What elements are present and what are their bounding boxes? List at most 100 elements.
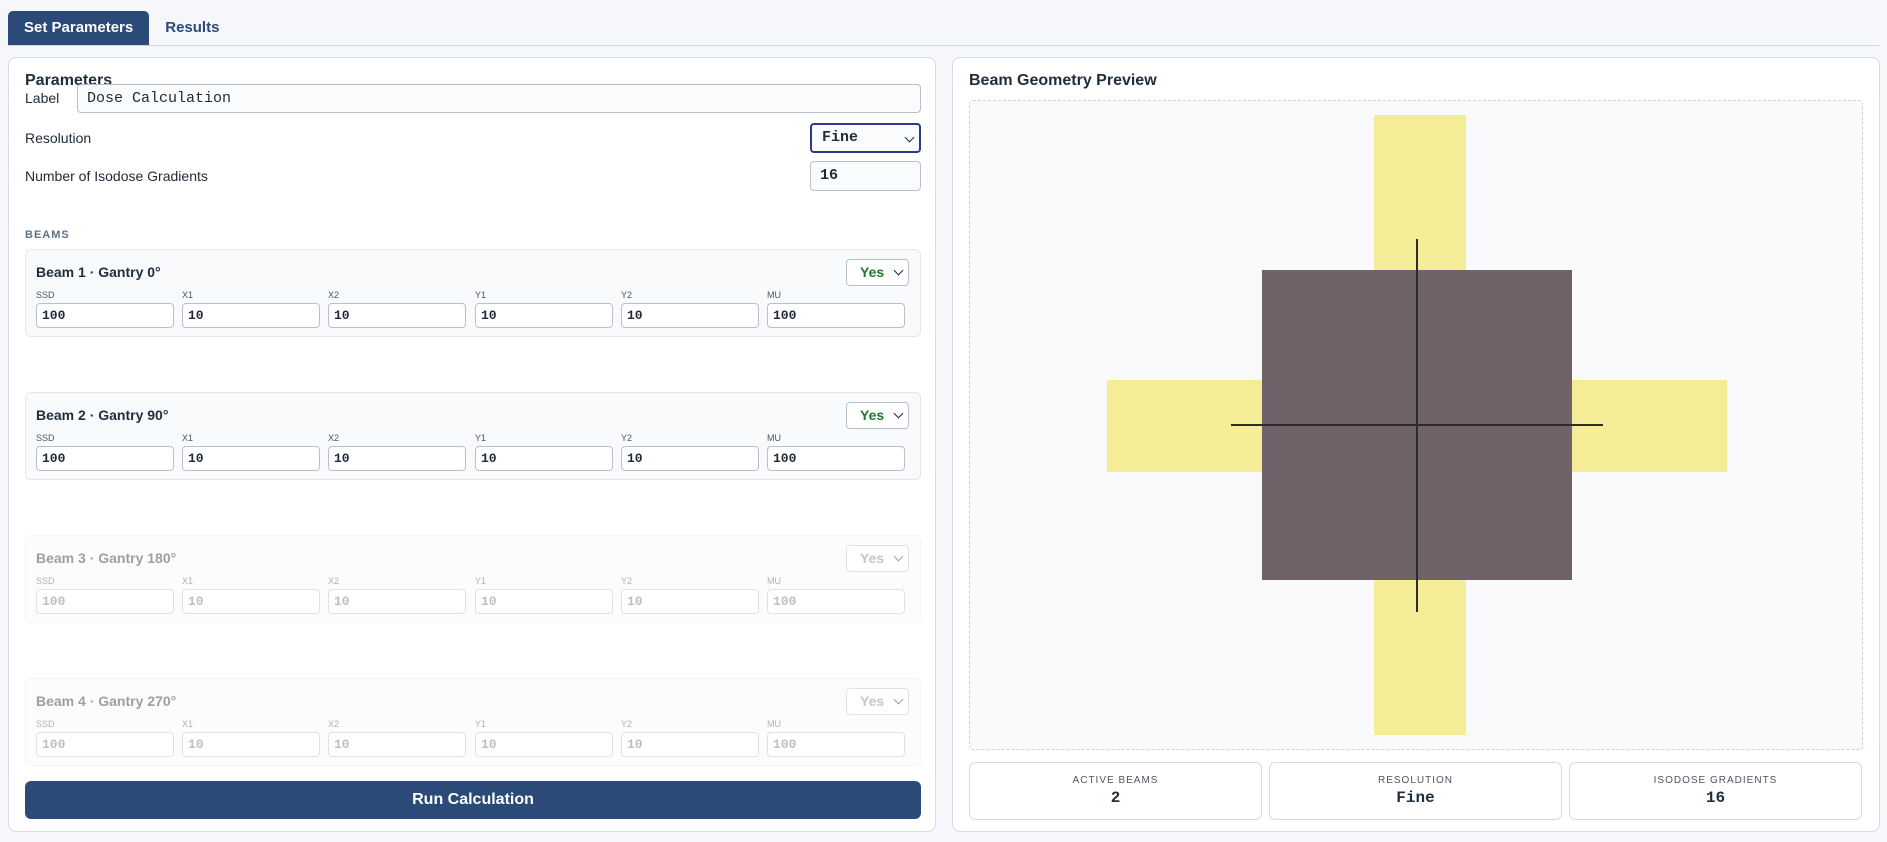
preview-title: Beam Geometry Preview xyxy=(969,72,1157,89)
chevron-down-icon xyxy=(893,408,904,419)
beam-enabled-value: Yes xyxy=(860,693,885,709)
y1-input[interactable]: 10 xyxy=(475,446,613,471)
beam-field-mu: MU 100 xyxy=(767,576,905,614)
field-label-ssd: SSD xyxy=(36,576,55,586)
y1-input[interactable]: 10 xyxy=(475,732,613,757)
beam-field-mu: MU 100 xyxy=(767,290,905,328)
isodose-label: Number of Isodose Gradients xyxy=(25,168,208,184)
beam-title: Beam 3 · Gantry 180° xyxy=(36,550,177,566)
field-label-y2: Y2 xyxy=(621,719,633,729)
resolution-select[interactable]: Fine xyxy=(810,123,921,153)
beam-enabled-value: Yes xyxy=(860,264,885,280)
beams-section-label: BEAMS xyxy=(25,229,70,241)
ssd-input[interactable]: 100 xyxy=(36,446,174,471)
field-label-y2: Y2 xyxy=(621,433,633,443)
field-label-mu: MU xyxy=(767,290,781,300)
beam-card-3: Beam 3 · Gantry 180° Yes SSD 100 X1 10 X2 10 Y1 1… xyxy=(25,535,921,623)
field-label-x2: X2 xyxy=(328,433,340,443)
field-label-y1: Y1 xyxy=(475,576,487,586)
parameters-panel: Parameters Label Dose Calculation Resolu… xyxy=(8,57,936,832)
beam-field-y2: Y2 10 xyxy=(621,719,759,757)
ssd-input[interactable]: 100 xyxy=(36,732,174,757)
mu-input[interactable]: 100 xyxy=(767,732,905,757)
y1-input[interactable]: 10 xyxy=(475,303,613,328)
beam-enabled-value: Yes xyxy=(860,550,885,566)
isodose-input[interactable]: 16 xyxy=(810,161,921,191)
stat-isodose-gradients-label: ISODOSE GRADIENTS xyxy=(1653,775,1778,786)
beam-field-x1: X1 10 xyxy=(182,719,320,757)
stat-resolution-value: Fine xyxy=(1396,789,1435,807)
stat-isodose-gradients-value: 16 xyxy=(1705,789,1726,807)
field-label-x2: X2 xyxy=(328,290,340,300)
y2-input[interactable]: 10 xyxy=(621,589,759,614)
beam-field-ssd: SSD 100 xyxy=(36,433,174,471)
field-label-x2: X2 xyxy=(328,576,340,586)
beam-field-x1: X1 10 xyxy=(182,433,320,471)
beam-field-ssd: SSD 100 xyxy=(36,719,174,757)
x1-input[interactable]: 10 xyxy=(182,446,320,471)
beam-field-x2: X2 10 xyxy=(328,433,466,471)
preview-panel: Beam Geometry Preview ACTIVE BEAMS 2 RES… xyxy=(952,57,1880,832)
beam-enabled-value: Yes xyxy=(860,407,885,423)
y1-input[interactable]: 10 xyxy=(475,589,613,614)
mu-input[interactable]: 100 xyxy=(767,303,905,328)
x2-input[interactable]: 10 xyxy=(328,446,466,471)
beam-field-x1: X1 10 xyxy=(182,290,320,328)
x2-input[interactable]: 10 xyxy=(328,732,466,757)
beam-field-y1: Y1 10 xyxy=(475,433,613,471)
x1-input[interactable]: 10 xyxy=(182,732,320,757)
beam-field-ssd: SSD 100 xyxy=(36,576,174,614)
beam-field-x2: X2 10 xyxy=(328,576,466,614)
beam-field-y2: Y2 10 xyxy=(621,576,759,614)
run-calculation-button[interactable]: Run Calculation xyxy=(25,781,921,819)
stat-resolution-label: RESOLUTION xyxy=(1377,775,1453,786)
field-label-y2: Y2 xyxy=(621,290,633,300)
chevron-down-icon xyxy=(893,694,904,705)
beam-geometry-canvas xyxy=(969,100,1863,750)
y2-input[interactable]: 10 xyxy=(621,446,759,471)
beam-geometry-svg xyxy=(1107,115,1727,735)
beam-field-y2: Y2 10 xyxy=(621,290,759,328)
field-label-x2: X2 xyxy=(328,719,340,729)
field-label-mu: MU xyxy=(767,576,781,586)
y2-input[interactable]: 10 xyxy=(621,732,759,757)
field-label-y1: Y1 xyxy=(475,433,487,443)
chevron-down-icon xyxy=(893,551,904,562)
label-input[interactable]: Dose Calculation xyxy=(77,84,921,113)
tab-results[interactable]: Results xyxy=(165,19,220,36)
beam-field-y2: Y2 10 xyxy=(621,433,759,471)
beam-card-1: Beam 1 · Gantry 0° Yes SSD 100 X1 10 X2 10 Y1 10 Y… xyxy=(25,249,921,337)
beam-field-x1: X1 10 xyxy=(182,576,320,614)
resolution-label: Resolution xyxy=(25,130,92,146)
mu-input[interactable]: 100 xyxy=(767,446,905,471)
beam-field-y1: Y1 10 xyxy=(475,290,613,328)
x1-input[interactable]: 10 xyxy=(182,589,320,614)
x2-input[interactable]: 10 xyxy=(328,303,466,328)
y2-input[interactable]: 10 xyxy=(621,303,759,328)
x1-input[interactable]: 10 xyxy=(182,303,320,328)
beam-title: Beam 2 · Gantry 90° xyxy=(36,407,169,423)
tab-divider xyxy=(8,45,1879,46)
field-label-ssd: SSD xyxy=(36,290,55,300)
beam-card-2: Beam 2 · Gantry 90° Yes SSD 100 X1 10 X2 10 Y1 10… xyxy=(25,392,921,480)
chevron-down-icon xyxy=(893,265,904,276)
field-label-x1: X1 xyxy=(182,433,194,443)
beam-field-y1: Y1 10 xyxy=(475,576,613,614)
field-label-mu: MU xyxy=(767,719,781,729)
mu-input[interactable]: 100 xyxy=(767,589,905,614)
beam-field-ssd: SSD 100 xyxy=(36,290,174,328)
beam-enabled-select[interactable]: Yes xyxy=(846,545,909,572)
ssd-input[interactable]: 100 xyxy=(36,303,174,328)
x2-input[interactable]: 10 xyxy=(328,589,466,614)
stat-active-beams-label: ACTIVE BEAMS xyxy=(1072,775,1159,786)
tab-set-parameters[interactable]: Set Parameters xyxy=(8,11,150,45)
stat-active-beams-value: 2 xyxy=(1110,789,1121,807)
beam-enabled-select[interactable]: Yes xyxy=(846,402,909,429)
field-label-ssd: SSD xyxy=(36,433,55,443)
beam-field-x2: X2 10 xyxy=(328,719,466,757)
beam-field-mu: MU 100 xyxy=(767,433,905,471)
beam-enabled-select[interactable]: Yes xyxy=(846,259,909,286)
beam-field-y1: Y1 10 xyxy=(475,719,613,757)
ssd-input[interactable]: 100 xyxy=(36,589,174,614)
beam-enabled-select[interactable]: Yes xyxy=(846,688,909,715)
